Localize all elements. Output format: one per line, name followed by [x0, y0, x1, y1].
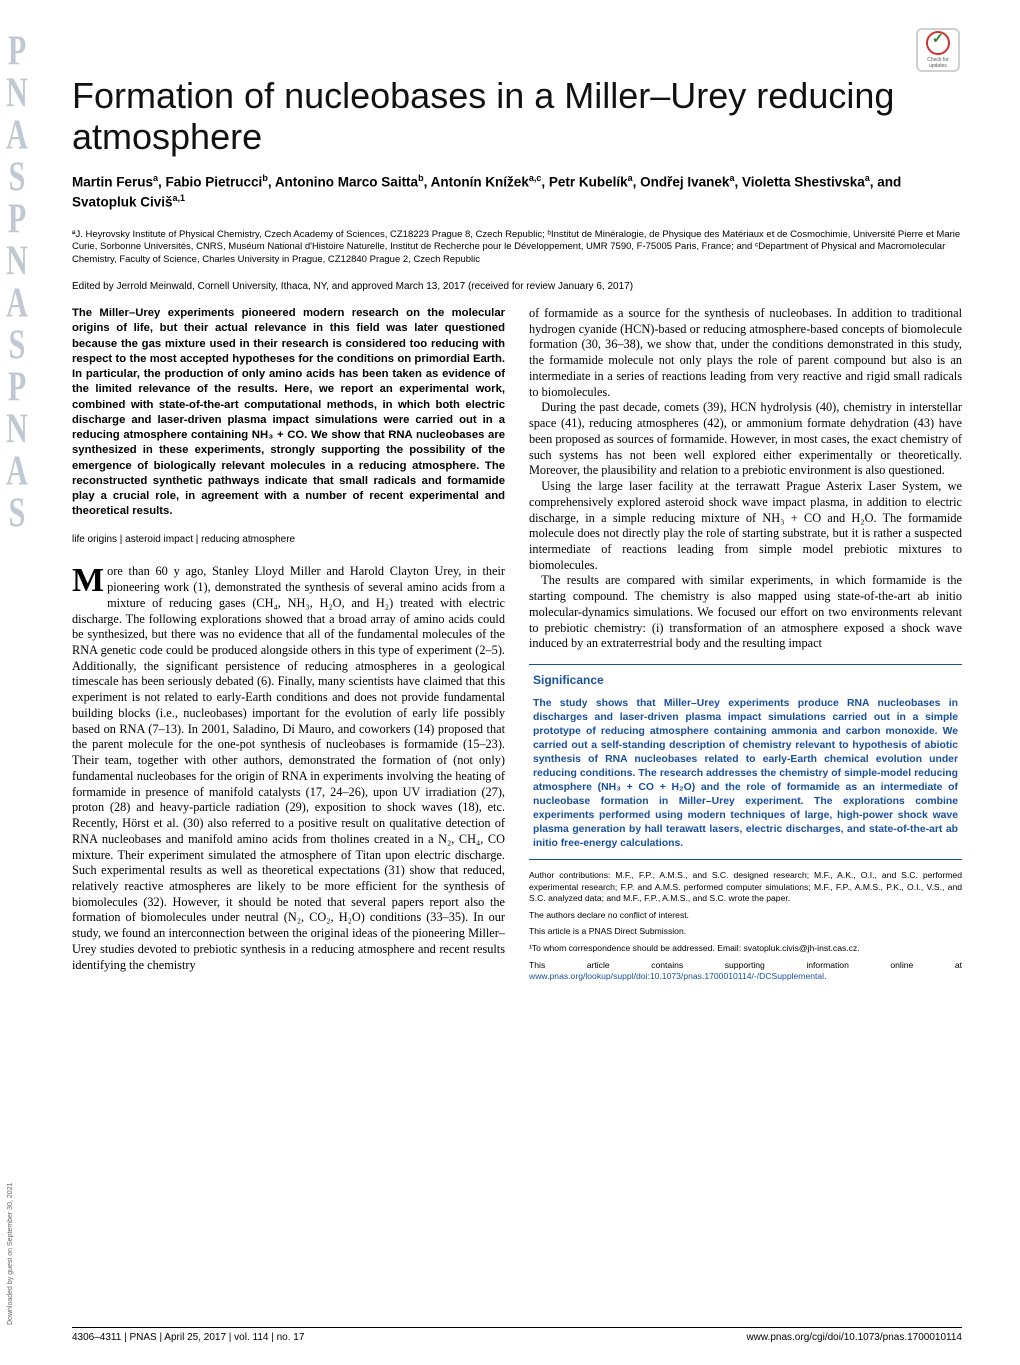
- footnote-correspondence: ¹To whom correspondence should be addres…: [529, 943, 962, 955]
- supporting-suffix: .: [824, 971, 826, 981]
- footnote-supporting: This article contains supporting informa…: [529, 960, 962, 983]
- supporting-prefix: This article contains supporting informa…: [529, 960, 962, 970]
- download-note: Downloaded by guest on September 30, 202…: [7, 1183, 14, 1325]
- body-paragraph-r3: Using the large laser facility at the te…: [529, 479, 962, 573]
- footer-right: www.pnas.org/cgi/doi/10.1073/pnas.170001…: [746, 1332, 962, 1343]
- pnas-letter: N: [6, 238, 28, 286]
- edited-by-line: Edited by Jerrold Meinwald, Cornell Univ…: [72, 281, 962, 292]
- pnas-letter: A: [6, 448, 28, 496]
- pnas-letter: P: [8, 364, 26, 412]
- pnas-letter: P: [8, 196, 26, 244]
- body-paragraph-r4: The results are compared with similar ex…: [529, 573, 962, 652]
- pnas-letter: N: [6, 406, 28, 454]
- right-column: of formamide as a source for the synthes…: [529, 306, 962, 988]
- pnas-letter: N: [6, 70, 28, 118]
- abstract-text: The Miller–Urey experiments pioneered mo…: [72, 306, 505, 520]
- significance-box: Significance The study shows that Miller…: [529, 664, 962, 860]
- affiliations: ªJ. Heyrovsky Institute of Physical Chem…: [72, 229, 962, 267]
- pnas-letter: A: [6, 112, 28, 160]
- footnotes-block: Author contributions: M.F., F.P., A.M.S.…: [529, 870, 962, 983]
- significance-body: The study shows that Miller–Urey experim…: [533, 697, 958, 852]
- article-title: Formation of nucleobases in a Miller–Ure…: [72, 75, 962, 158]
- pnas-letter: P: [8, 28, 26, 76]
- authors-line: Martin Ferusa, Fabio Pietruccib, Antonin…: [72, 172, 962, 213]
- journal-side-brand: P N A S P N A S P N A S: [4, 35, 30, 635]
- page-footer: 4306–4311 | PNAS | April 25, 2017 | vol.…: [72, 1327, 962, 1343]
- body-paragraph-r1: of formamide as a source for the synthes…: [529, 306, 962, 400]
- keywords-line: life origins | asteroid impact | reducin…: [72, 534, 505, 547]
- body-text-left: ore than 60 y ago, Stanley Lloyd Miller …: [72, 564, 505, 971]
- significance-title: Significance: [533, 673, 958, 688]
- pnas-letter: A: [6, 280, 28, 328]
- left-column: The Miller–Urey experiments pioneered mo…: [72, 306, 505, 988]
- pnas-letter: S: [9, 322, 26, 370]
- body-paragraph-r2: During the past decade, comets (39), HCN…: [529, 400, 962, 479]
- two-column-body: The Miller–Urey experiments pioneered mo…: [72, 306, 962, 988]
- page-content: Formation of nucleobases in a Miller–Ure…: [72, 75, 962, 988]
- dropcap-letter: M: [72, 564, 107, 596]
- pnas-letter: S: [9, 490, 26, 538]
- supporting-link[interactable]: www.pnas.org/lookup/suppl/doi:10.1073/pn…: [529, 971, 824, 981]
- footnote-submission: This article is a PNAS Direct Submission…: [529, 926, 962, 938]
- check-label-2: updates: [929, 63, 947, 69]
- check-updates-badge[interactable]: Check for updates: [916, 28, 960, 72]
- pnas-letter: S: [9, 154, 26, 202]
- footnote-contributions: Author contributions: M.F., F.P., A.M.S.…: [529, 870, 962, 905]
- body-paragraph-left: More than 60 y ago, Stanley Lloyd Miller…: [72, 564, 505, 973]
- checkmark-icon: [926, 31, 950, 55]
- check-updates-label: Check for updates: [927, 57, 948, 69]
- footer-left: 4306–4311 | PNAS | April 25, 2017 | vol.…: [72, 1332, 304, 1343]
- footnote-conflict: The authors declare no conflict of inter…: [529, 910, 962, 922]
